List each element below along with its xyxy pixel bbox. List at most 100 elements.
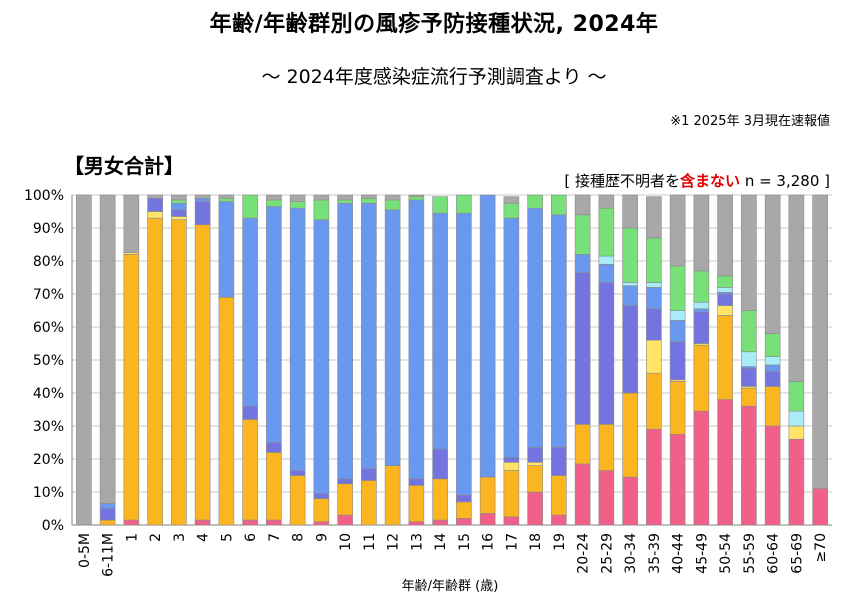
x-axis-label: 年齢/年齢群 (歳) [401, 579, 499, 594]
bar-segment-segment-2 [503, 470, 520, 518]
x-tick-label: ≥70 [813, 533, 829, 563]
bar-segment-segment-2 [717, 315, 733, 400]
bar-segment-segment-2 [313, 498, 330, 523]
bar-segment-segment-8 [337, 194, 353, 201]
bar-segment-segment-1 [669, 433, 686, 526]
x-tick-label: 10 [338, 533, 354, 551]
bar-segment-segment-1 [123, 519, 140, 526]
x-tick-label: 65-69 [789, 533, 805, 574]
bar-segment-segment-8 [669, 194, 686, 267]
bar-segment-segment-7 [574, 214, 591, 255]
bar-segment-segment-7 [361, 198, 377, 204]
bar-segment-segment-5 [527, 207, 543, 448]
x-tick-label: 6-11M [101, 533, 117, 577]
bar-segment-segment-4 [503, 457, 520, 463]
bar-segment-segment-8 [218, 194, 235, 199]
bar-segment-segment-5 [456, 212, 472, 496]
bar-segment-segment-8 [503, 196, 520, 204]
y-tick-label: 10% [33, 485, 64, 501]
bar-segment-segment-7 [764, 333, 781, 358]
bar-segment-segment-2 [527, 465, 543, 493]
bar-segment-segment-8 [289, 194, 306, 202]
x-tick-label: 3 [172, 533, 188, 542]
sample-note-prefix: [ 接種歴不明者を [564, 172, 681, 190]
y-tick-label: 100% [24, 188, 64, 204]
chart-title: 年齢/年齢群別の風疹予防接種状況, 2024年 [209, 12, 659, 37]
bar-segment-segment-1 [313, 521, 330, 526]
bar-segment-segment-3 [171, 216, 187, 221]
bar-segment-segment-7 [527, 194, 543, 209]
bar-segment-segment-4 [551, 447, 567, 476]
bar-segment-segment-4 [171, 209, 187, 217]
bar-segment-segment-2 [147, 217, 163, 526]
bar-segment-segment-4 [764, 371, 781, 387]
bar-segment-segment-6 [622, 282, 638, 287]
bar-segment-segment-7 [717, 275, 733, 288]
bar-segment-segment-5 [432, 212, 448, 450]
bar-segment-segment-7 [788, 381, 805, 412]
bar-segment-segment-1 [266, 519, 282, 526]
bar-segment-segment-4 [266, 442, 282, 453]
bar-segment-segment-2 [669, 381, 686, 435]
bar-segment-segment-8 [123, 194, 140, 254]
sample-size-note: [ 接種歴不明者を含まない n = 3,280 ] [564, 170, 830, 191]
bar-segment-segment-5 [242, 217, 258, 407]
x-tick-label: 40-44 [671, 533, 687, 574]
bar-segment-segment-7 [551, 194, 567, 216]
x-tick-label: 20-24 [576, 533, 592, 574]
sample-note-emphasis: 含まない [680, 172, 741, 190]
bar-segment-segment-5 [503, 217, 520, 458]
bar-segment-segment-4 [456, 494, 472, 503]
bar-segment-segment-1 [598, 470, 615, 526]
bar-segment-segment-7 [669, 265, 686, 311]
bar-segment-segment-2 [432, 478, 448, 521]
bar-segment-segment-2 [574, 424, 591, 465]
bar-segment-segment-2 [646, 372, 662, 430]
bar-segment-segment-4 [99, 508, 116, 521]
bar-segment-segment-5 [646, 287, 662, 310]
bar-segment-segment-2 [741, 387, 757, 407]
section-label: 【男女合計】 [64, 154, 184, 178]
bar-segment-segment-5 [574, 254, 591, 273]
bar-segment-segment-6 [598, 255, 615, 265]
bar-segment-segment-2 [693, 344, 710, 412]
bar-segment-segment-4 [337, 478, 353, 485]
bar-segment-segment-4 [598, 282, 615, 425]
bar-segment-segment-4 [194, 201, 211, 226]
bar-segment-segment-1 [432, 519, 448, 526]
bar-segment-segment-1 [693, 410, 710, 526]
bar-segment-segment-8 [194, 194, 211, 199]
bar-segment-segment-5 [99, 503, 116, 509]
bar-segment-segment-7 [242, 194, 258, 219]
bar-segment-segment-5 [289, 207, 306, 471]
bar-segment-segment-1 [717, 399, 733, 526]
y-tick-label: 40% [33, 386, 64, 402]
bar-segment-segment-2 [598, 424, 615, 471]
bar-segment-segment-7 [313, 199, 330, 221]
bar-segment-segment-5 [266, 206, 282, 443]
y-tick-label: 0% [42, 518, 64, 534]
y-tick-label: 30% [33, 419, 64, 435]
bar-segment-segment-5 [479, 194, 496, 478]
bar-segment-segment-7 [408, 196, 425, 201]
x-tick-label: 2 [148, 533, 164, 542]
bar-segment-segment-4 [313, 493, 330, 499]
bar-segment-segment-2 [266, 452, 282, 521]
bar-segment-segment-4 [717, 293, 733, 306]
bar-segment-segment-1 [741, 405, 757, 526]
bar-segment-segment-2 [289, 475, 306, 526]
y-tick-label: 50% [33, 353, 64, 369]
bar-segment-segment-8 [717, 194, 733, 277]
x-tick-label: 6 [243, 533, 259, 542]
bar-segment-segment-2 [456, 501, 472, 519]
bar-segment-segment-2 [479, 476, 496, 514]
bar-segment-segment-4 [669, 341, 686, 381]
bar-segment-segment-7 [266, 199, 282, 207]
x-tick-label: 16 [481, 533, 497, 551]
x-tick-label: 30-34 [623, 533, 639, 574]
y-tick-label: 80% [33, 254, 64, 270]
bar-segment-segment-4 [432, 448, 448, 480]
bar-segment-segment-5 [551, 214, 567, 448]
y-tick-label: 90% [33, 221, 64, 237]
bar-segment-segment-5 [764, 364, 781, 372]
